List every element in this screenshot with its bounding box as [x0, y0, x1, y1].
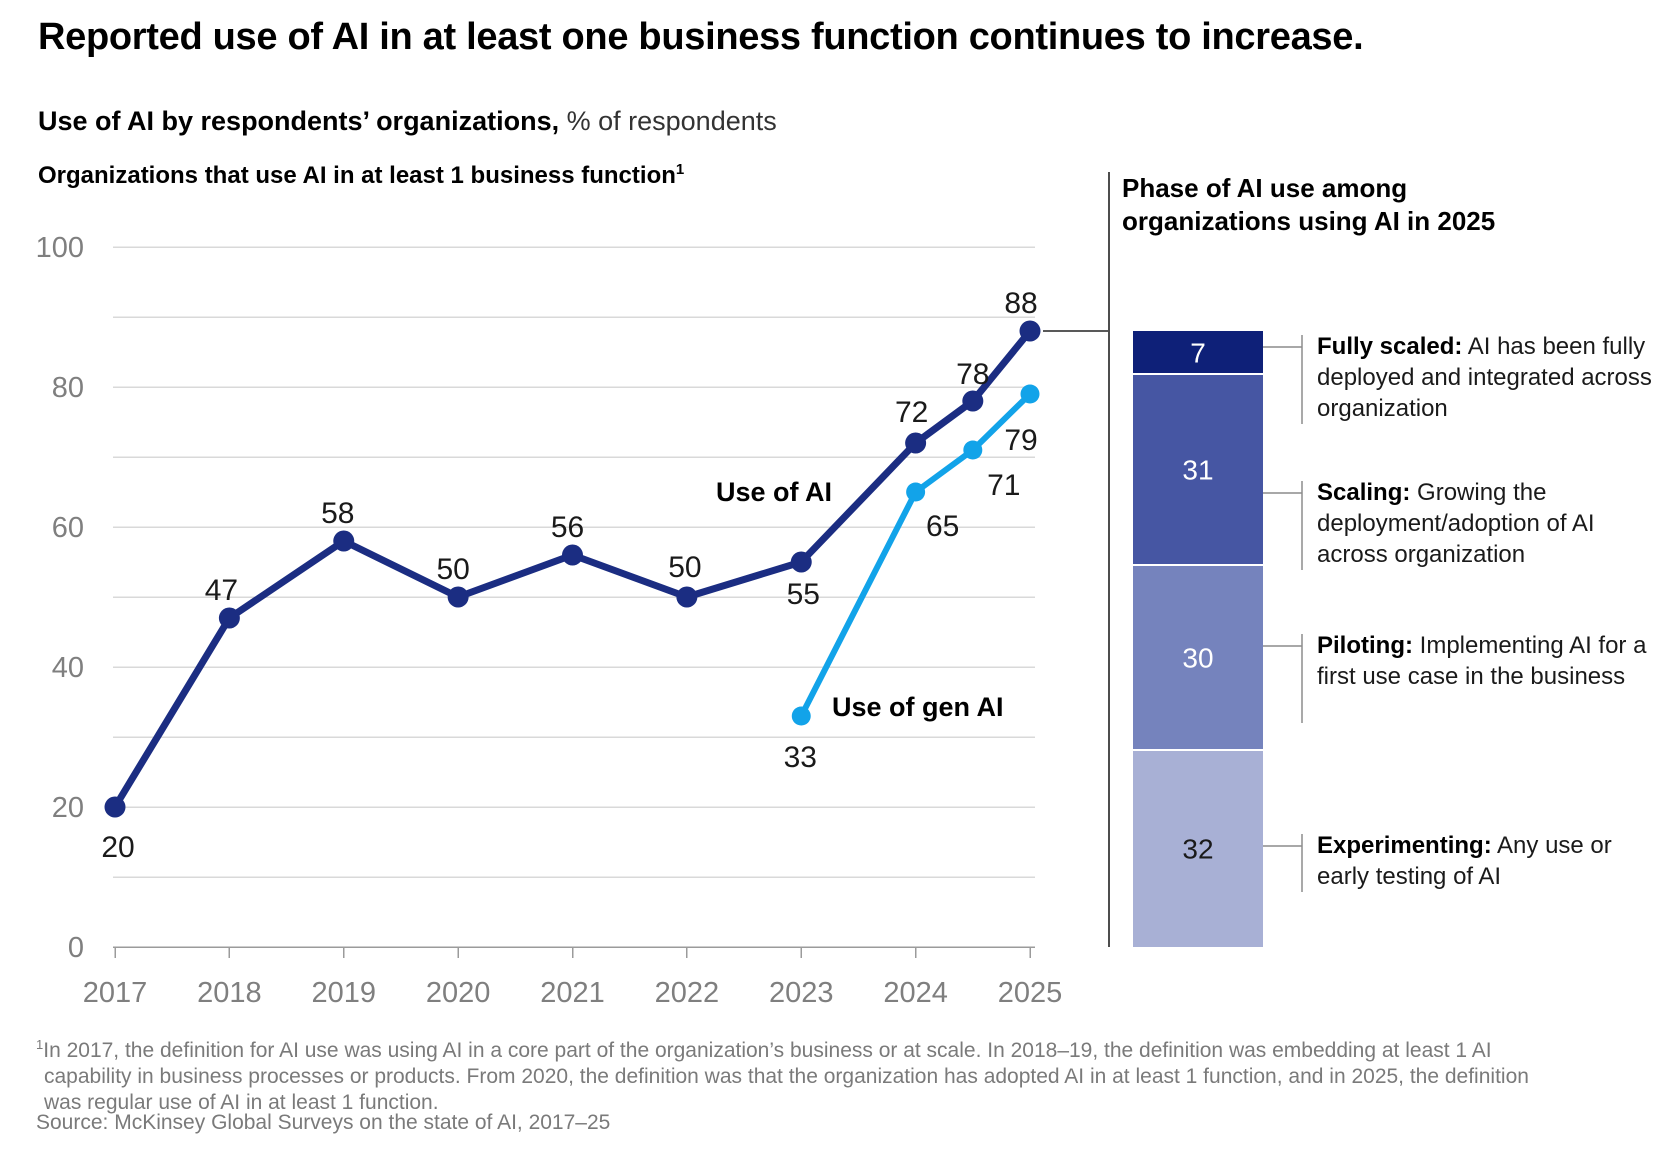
value-label-use-of-ai: 58: [321, 497, 354, 530]
data-point-use-of-ai: [962, 390, 984, 412]
phase-label: Piloting:: [1317, 632, 1413, 659]
data-point-use-of-gen-ai: [963, 440, 983, 460]
line-chart-heading: Organizations that use AI in at least 1 …: [38, 161, 684, 190]
footnote-text: In 2017, the definition for AI use was u…: [43, 1039, 1529, 1114]
data-point-use-of-ai: [333, 530, 355, 552]
phase-label: Experimenting:: [1317, 832, 1492, 859]
value-label-use-of-ai: 78: [956, 358, 989, 391]
y-axis-label: 40: [52, 652, 84, 684]
series-line-use-of-gen-ai: [798, 391, 1033, 719]
footnote-marker: 1: [675, 161, 685, 178]
value-label-use-of-ai: 55: [787, 578, 820, 611]
series-label-use-of-gen-ai: Use of gen AI: [832, 692, 1004, 722]
x-axis-label: 2020: [426, 977, 491, 1009]
phase-item-scaling: Scaling: Growing the deployment/adoption…: [1317, 477, 1669, 570]
data-point-use-of-ai: [562, 544, 583, 566]
data-point-use-of-ai: [104, 796, 126, 818]
value-label-use-of-ai: 72: [895, 396, 928, 429]
value-label-use-of-ai: 50: [668, 551, 701, 584]
value-label-use-of-gen-ai: 71: [987, 469, 1020, 502]
value-label-use-of-gen-ai: 65: [926, 510, 959, 543]
source-note: Source: McKinsey Global Surveys on the s…: [36, 1111, 611, 1134]
bar-segment-fully-scaled: [1133, 331, 1263, 375]
bar-segment-piloting: [1133, 565, 1263, 750]
x-axis-label: 2017: [83, 977, 148, 1009]
data-point-use-of-gen-ai: [1020, 384, 1040, 404]
phase-description: Growing the deployment/adoption of AI ac…: [1317, 479, 1595, 568]
footnote: 1In 2017, the definition for AI use was …: [36, 1032, 1556, 1116]
data-point-use-of-ai: [676, 586, 698, 608]
footnote-superscript: 1: [36, 1037, 44, 1052]
bar-segment-experimenting: [1133, 749, 1263, 947]
phase-description: AI has been fully deployed and integrate…: [1317, 333, 1652, 422]
bar-chart-heading: Phase of AI use among organizations usin…: [1122, 173, 1496, 236]
bar-segment-value-fully-scaled: 7: [1190, 338, 1206, 369]
line-chart-heading-text: Organizations that use AI in at least 1 …: [38, 162, 676, 189]
x-axis-label: 2019: [311, 977, 376, 1009]
phase-label: Scaling:: [1317, 479, 1411, 506]
phase-item-experimenting: Experimenting: Any use or early testing …: [1317, 830, 1669, 892]
value-label-use-of-ai: 56: [551, 511, 584, 544]
value-label-use-of-gen-ai: 79: [1004, 424, 1037, 457]
data-point-use-of-ai: [447, 586, 469, 608]
bar-segment-value-experimenting: 32: [1182, 833, 1213, 864]
data-point-use-of-gen-ai: [791, 706, 811, 726]
series-line-use-of-ai: [111, 327, 1034, 811]
x-axis-label: 2025: [998, 977, 1063, 1009]
page-title: Reported use of AI in at least one busin…: [38, 16, 1364, 58]
subtitle-unit: % of respondents: [566, 106, 777, 136]
y-axis-label: 60: [52, 512, 84, 544]
phase-item-piloting: Piloting: Implementing AI for a first us…: [1317, 630, 1669, 692]
phase-description: Implementing AI for a first use case in …: [1317, 632, 1647, 690]
value-label-use-of-ai: 47: [205, 574, 238, 607]
value-label-use-of-ai: 50: [436, 553, 469, 586]
x-axis-label: 2021: [540, 977, 605, 1009]
phase-item-fully-scaled: Fully scaled: AI has been fully deployed…: [1317, 331, 1669, 424]
x-axis-label: 2023: [769, 977, 834, 1009]
chart-subtitle: Use of AI by respondents’ organizations,…: [38, 106, 777, 137]
x-axis-label: 2018: [197, 977, 262, 1009]
phase-label: Fully scaled:: [1317, 333, 1463, 360]
data-point-use-of-ai: [1019, 320, 1041, 342]
phase-description: Any use or early testing of AI: [1317, 832, 1612, 890]
series-label-use-of-ai: Use of AI: [716, 477, 833, 507]
value-label-use-of-gen-ai: 33: [784, 741, 817, 774]
value-label-use-of-ai: 88: [1004, 287, 1037, 320]
bar-segment-scaling: [1133, 374, 1263, 566]
data-point-use-of-ai: [905, 432, 927, 454]
data-point-use-of-ai: [790, 551, 812, 573]
subtitle-emphasis: Use of AI by respondents’ organizations,: [38, 106, 560, 136]
data-point-use-of-ai: [218, 607, 240, 629]
y-axis-label: 100: [36, 232, 84, 264]
data-point-use-of-gen-ai: [906, 482, 926, 502]
x-axis-label: 2024: [883, 977, 948, 1009]
y-axis-label: 20: [52, 792, 84, 824]
y-axis-label: 0: [68, 932, 84, 964]
x-axis-label: 2022: [655, 977, 720, 1009]
value-label-use-of-ai: 20: [101, 831, 134, 864]
bar-segment-value-piloting: 30: [1182, 642, 1213, 673]
bar-segment-value-scaling: 31: [1182, 455, 1213, 486]
y-axis-label: 80: [52, 372, 84, 404]
